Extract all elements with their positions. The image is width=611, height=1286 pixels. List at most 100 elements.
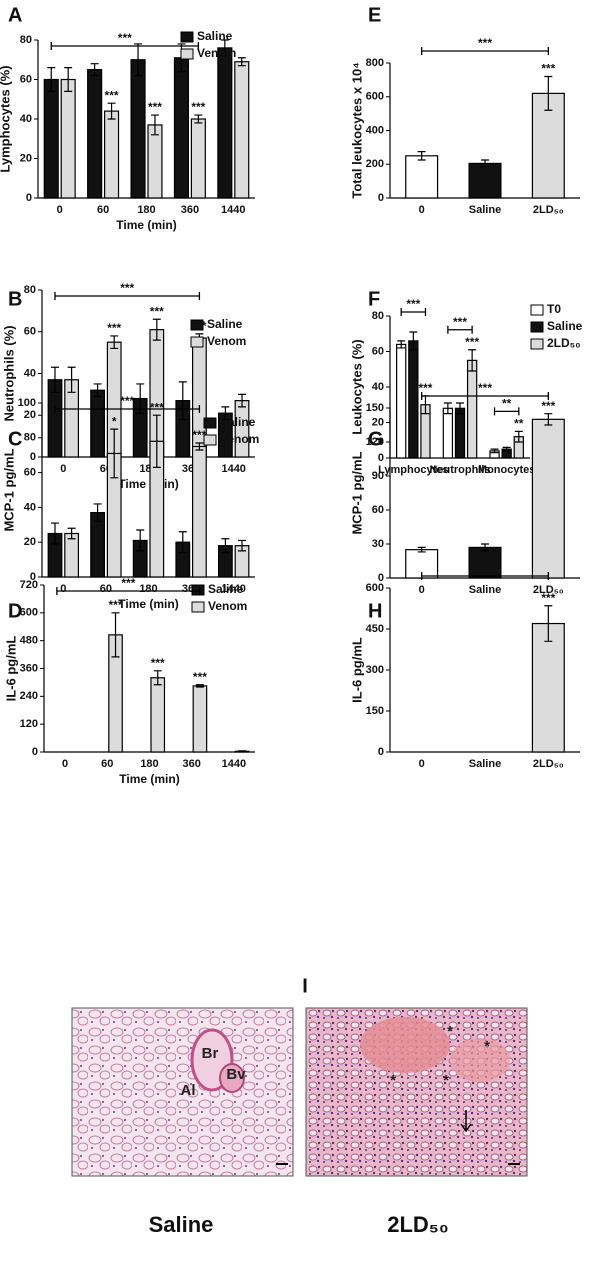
bracket-label: *** xyxy=(453,315,467,329)
significance: *** xyxy=(151,656,165,670)
legend-swatch xyxy=(191,601,205,613)
y-tick-label: 600 xyxy=(20,607,38,619)
error-bar xyxy=(110,335,119,350)
x-tick-label: 180 xyxy=(139,583,157,595)
y-axis-label: Total leukocytes x 10⁴ xyxy=(349,62,364,198)
error-bar xyxy=(134,43,143,77)
y-tick-label: 20 xyxy=(20,152,32,164)
x-tick-label: 0 xyxy=(60,583,66,595)
error-bar xyxy=(47,67,56,92)
bar xyxy=(150,677,166,753)
bar xyxy=(192,445,207,578)
error-bar xyxy=(221,406,230,421)
x-tick-label: 0 xyxy=(419,758,425,770)
y-tick-label: 200 xyxy=(366,158,384,170)
bar xyxy=(90,512,106,578)
x-tick-label: 0 xyxy=(419,204,425,216)
image-annotation: * xyxy=(443,1072,449,1089)
significance: *** xyxy=(541,62,555,76)
x-axis-label: Time (min) xyxy=(119,772,179,786)
x-tick-label: 2LD₅₀ xyxy=(533,584,564,596)
bracket xyxy=(493,407,520,416)
panel-letter: G xyxy=(368,428,384,450)
error-bar xyxy=(50,366,59,393)
y-tick-label: 0 xyxy=(26,192,32,204)
error-bar xyxy=(67,366,76,393)
x-tick-label: 360 xyxy=(181,204,199,216)
y-tick-label: 450 xyxy=(366,623,384,635)
bracket xyxy=(421,392,549,400)
hemorrhage xyxy=(450,1038,510,1082)
legend-swatch xyxy=(530,338,544,350)
y-tick-label: 480 xyxy=(20,635,38,647)
bar xyxy=(90,389,106,458)
error-bar xyxy=(409,331,418,351)
significance: *** xyxy=(109,598,123,612)
x-tick-label: 180 xyxy=(140,758,158,770)
legend-swatch xyxy=(180,48,194,60)
legend-swatch xyxy=(530,321,544,333)
panel-letter: F xyxy=(368,288,380,310)
image-annotation: Br xyxy=(202,1045,219,1062)
y-axis-label: IL-6 pg/mL xyxy=(3,636,18,702)
x-tick-label: 0 xyxy=(62,758,68,770)
bar xyxy=(531,418,565,579)
y-tick-label: 80 xyxy=(372,310,384,322)
legend-swatch xyxy=(190,336,204,348)
y-tick-label: 360 xyxy=(20,662,38,674)
bracket xyxy=(54,292,201,300)
error-bar xyxy=(468,349,477,372)
error-bar xyxy=(544,75,553,111)
bar xyxy=(217,47,233,199)
error-bar xyxy=(544,605,553,642)
legend-label: Saline xyxy=(207,317,243,331)
y-tick-label: 150 xyxy=(366,402,384,414)
panel-letter: H xyxy=(368,600,382,622)
bar xyxy=(468,162,502,199)
bar xyxy=(60,78,76,199)
image-caption: 2LD₅₀ xyxy=(387,1212,449,1237)
bracket xyxy=(54,405,201,413)
significance: *** xyxy=(191,100,205,114)
y-tick-label: 20 xyxy=(24,409,36,421)
image-annotation: Al xyxy=(181,1082,196,1099)
y-tick-label: 240 xyxy=(20,690,38,702)
panel-letter: A xyxy=(8,4,22,26)
x-tick-label: 1440 xyxy=(221,583,245,595)
error-bar xyxy=(220,39,229,57)
y-tick-label: 120 xyxy=(20,718,38,730)
error-bar xyxy=(93,503,102,522)
error-bar xyxy=(152,318,161,341)
legend-swatch xyxy=(190,319,204,331)
error-bar xyxy=(237,57,246,67)
error-bar xyxy=(195,684,204,688)
bar xyxy=(442,407,454,459)
bracket-label: ** xyxy=(502,397,512,411)
error-bar xyxy=(417,546,426,553)
error-bar xyxy=(107,102,116,120)
bracket-label: *** xyxy=(478,36,492,50)
x-tick-label: 2LD₅₀ xyxy=(533,204,564,216)
x-tick-label: 1440 xyxy=(221,463,245,475)
x-tick-label: Lymphocytes xyxy=(378,464,449,476)
bracket-label: *** xyxy=(406,297,420,311)
y-tick-label: 60 xyxy=(20,73,32,85)
x-tick-label: 60 xyxy=(101,758,113,770)
bar xyxy=(396,343,407,459)
significance: *** xyxy=(541,591,555,605)
bracket xyxy=(50,42,200,50)
bar xyxy=(130,59,146,199)
x-tick-label: Saline xyxy=(469,758,501,770)
bracket xyxy=(447,325,473,334)
x-tick-label: 1440 xyxy=(222,758,246,770)
y-tick-label: 0 xyxy=(378,452,384,464)
y-tick-label: 80 xyxy=(24,432,36,444)
significance: *** xyxy=(148,100,162,114)
bracket xyxy=(56,587,201,595)
legend-label: Saline xyxy=(547,319,583,333)
panel-letter: D xyxy=(8,600,22,622)
significance: *** xyxy=(541,399,555,413)
bracket-label: *** xyxy=(120,394,134,408)
y-tick-label: 40 xyxy=(372,381,384,393)
